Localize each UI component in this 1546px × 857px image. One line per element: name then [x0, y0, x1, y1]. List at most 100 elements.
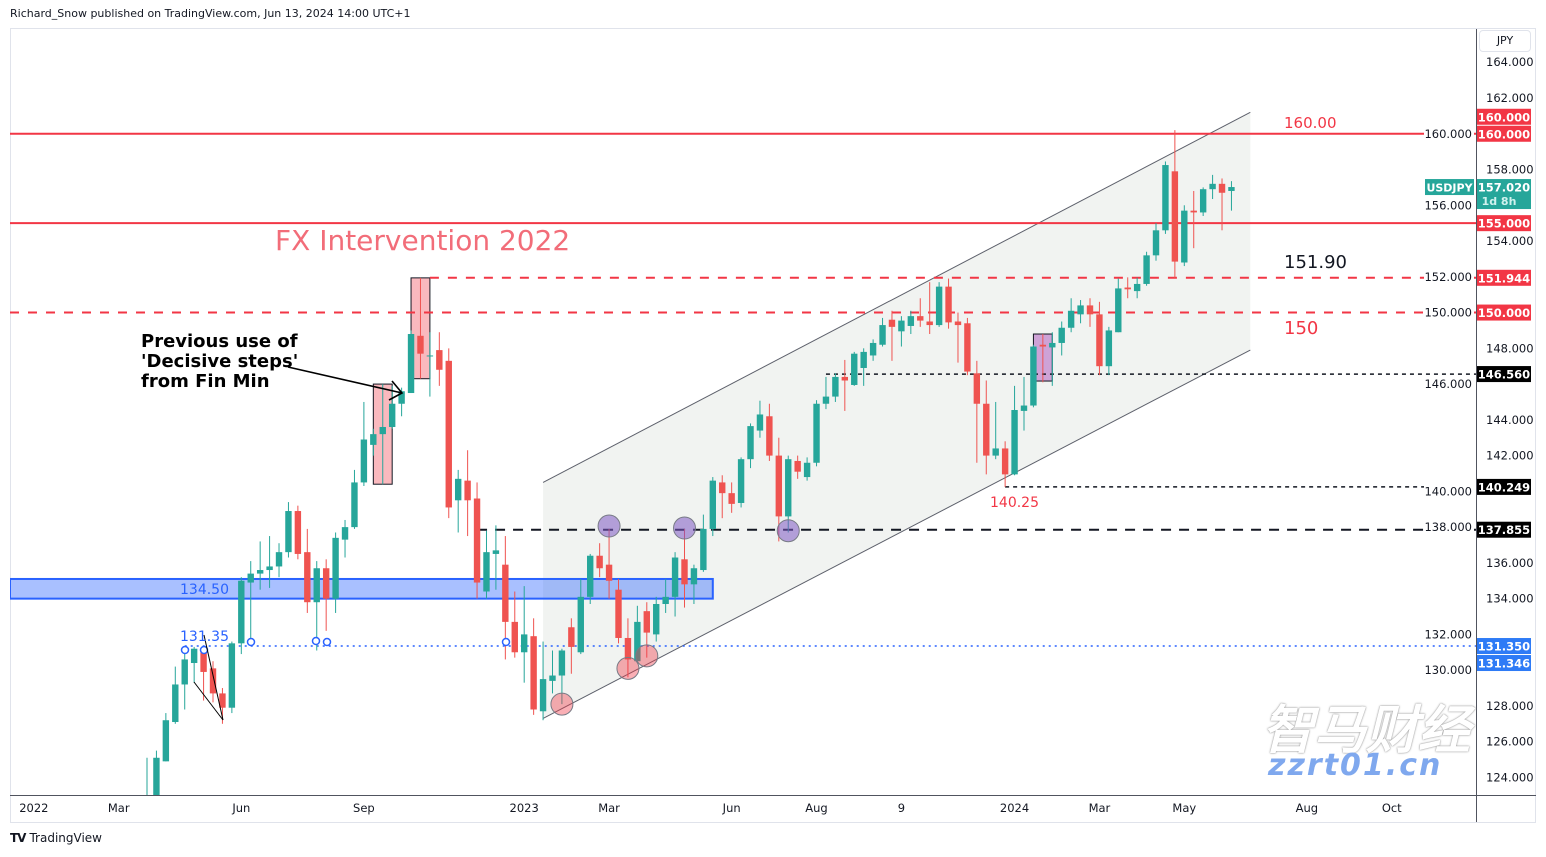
- candle-body: [935, 286, 943, 326]
- level-label-131-35: 131.35: [180, 629, 229, 645]
- plot-area[interactable]: [10, 111, 1476, 857]
- candle-body: [511, 621, 518, 653]
- marker-circle[interactable]: [616, 656, 640, 680]
- candle: [587, 553, 594, 605]
- candle: [898, 316, 905, 347]
- candle-body: [1115, 288, 1122, 333]
- candle: [1162, 161, 1169, 234]
- anchor-point-icon[interactable]: [501, 637, 511, 647]
- candle-body: [898, 320, 905, 332]
- candle: [483, 530, 490, 599]
- marker-circle[interactable]: [597, 514, 621, 538]
- candle: [1077, 300, 1084, 324]
- candle-body: [558, 650, 566, 676]
- marker-circle[interactable]: [550, 692, 574, 716]
- support-zone[interactable]: [10, 577, 714, 600]
- price-tick-label: 144.000: [1486, 413, 1534, 427]
- time-tick-label: Aug: [1296, 801, 1318, 815]
- candle-body: [304, 552, 311, 603]
- candle-body: [228, 643, 236, 708]
- candle: [539, 641, 547, 721]
- candle-body: [653, 604, 660, 635]
- candle-body: [1190, 210, 1197, 213]
- marker-circle[interactable]: [776, 519, 800, 543]
- time-axis[interactable]: 2022 Mar Jun Sep 2023 Mar Jun Aug 9 2024 Mar May Aug…: [19, 801, 1402, 815]
- candle: [379, 384, 386, 485]
- candle-body: [1199, 189, 1207, 213]
- candle-body: [370, 434, 377, 445]
- candle: [436, 332, 443, 386]
- candle: [473, 482, 481, 599]
- candle: [1039, 334, 1047, 383]
- candle: [1058, 321, 1065, 356]
- candle: [1199, 187, 1207, 217]
- candle: [690, 564, 698, 605]
- price-tick-label: 138.000: [1424, 520, 1472, 534]
- price-tick-label: 150.000: [1424, 306, 1472, 320]
- candle-body: [643, 611, 650, 633]
- candle-body: [322, 568, 330, 599]
- price-axis[interactable]: 124.000 126.000 128.000 130.000 132.000 134.0…: [1424, 55, 1534, 784]
- price-tick-bg: [1424, 377, 1474, 392]
- time-tick-label: Jun: [231, 801, 250, 815]
- candle: [822, 376, 830, 410]
- marker-circle[interactable]: [635, 644, 659, 668]
- candle-body: [200, 652, 207, 672]
- candle: [766, 403, 773, 461]
- candle-body: [454, 478, 462, 501]
- candle: [190, 646, 198, 683]
- price-tick-label: 134.000: [1486, 592, 1534, 606]
- anchor-point-icon[interactable]: [322, 637, 332, 647]
- candle: [653, 596, 660, 642]
- channel-upper-line[interactable]: [542, 111, 1251, 483]
- candle: [983, 380, 990, 475]
- level-label-160: 160.00: [1284, 114, 1337, 132]
- anchor-point-icon[interactable]: [246, 637, 256, 647]
- candle: [228, 641, 236, 714]
- currency-button[interactable]: JPY: [1479, 30, 1531, 52]
- price-label-box: [1477, 108, 1531, 125]
- candle-body: [737, 459, 745, 503]
- candle-body: [294, 511, 302, 554]
- price-tick-label: 164.000: [1486, 55, 1534, 69]
- level-label-151-90: 151.90: [1284, 252, 1347, 273]
- candle: [624, 618, 632, 678]
- candle-body: [209, 668, 217, 694]
- candle-body: [549, 675, 556, 681]
- price-tick-label: 140.000: [1424, 484, 1472, 498]
- candle: [454, 469, 462, 533]
- candle-body: [153, 757, 160, 795]
- marker-circle[interactable]: [673, 516, 697, 540]
- price-tick-label: 148.000: [1486, 341, 1534, 355]
- price-label-box: [1477, 638, 1531, 655]
- anchor-point-icon[interactable]: [311, 636, 321, 646]
- candle-body: [945, 286, 952, 323]
- candle: [1209, 174, 1216, 200]
- price-label: 140.249: [1478, 480, 1530, 494]
- candle: [322, 559, 330, 631]
- candle: [1143, 251, 1150, 286]
- watermark-logo: 智马财经: [1262, 701, 1471, 761]
- candle-body: [1067, 310, 1075, 328]
- candle: [266, 536, 273, 588]
- channel-lower-line[interactable]: [542, 349, 1251, 719]
- candle: [813, 400, 820, 467]
- candle: [577, 578, 584, 655]
- candle-body: [1218, 183, 1226, 193]
- candle: [1020, 376, 1028, 431]
- price-label-box: [1477, 521, 1531, 538]
- candle-body: [822, 396, 830, 404]
- time-tick-label: Mar: [108, 801, 130, 815]
- candle-body: [1030, 346, 1037, 406]
- candle: [275, 543, 283, 578]
- tradingview-logo[interactable]: TV TradingView: [10, 831, 102, 845]
- anchor-point-icon[interactable]: [180, 645, 190, 655]
- candle-body: [615, 589, 622, 638]
- candle: [888, 310, 896, 361]
- time-tick-label: Oct: [1382, 801, 1402, 815]
- candle-body: [351, 482, 358, 528]
- candle-body: [1058, 327, 1065, 343]
- symbol-label-box: [1425, 179, 1474, 196]
- candle: [332, 532, 339, 613]
